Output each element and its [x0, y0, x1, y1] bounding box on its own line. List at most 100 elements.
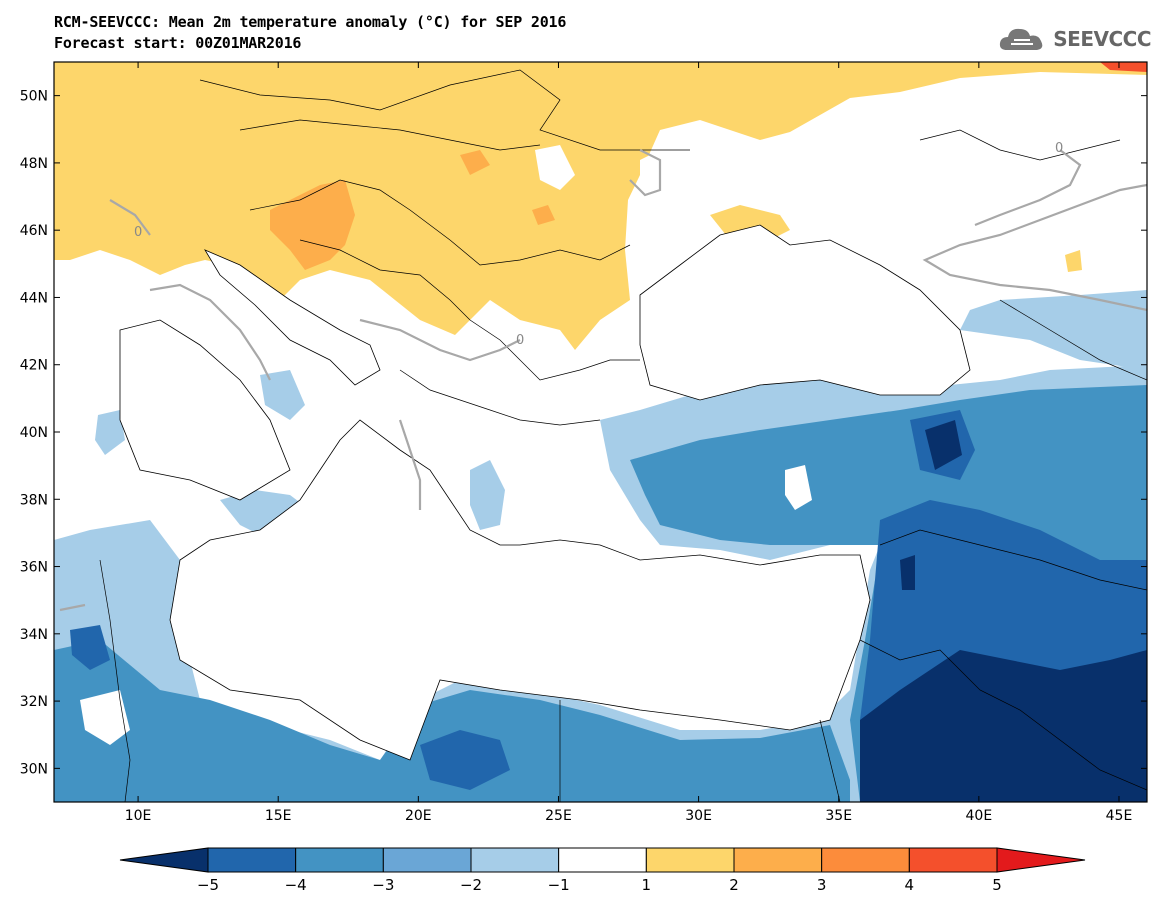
cool-patch-greece	[470, 460, 505, 530]
contour-label-0: 0	[516, 333, 524, 348]
colorbar-arrow-left	[119, 847, 209, 873]
border-line	[819, 719, 841, 802]
warm-anomaly-max	[1100, 62, 1147, 72]
colorbar-label: 4	[905, 876, 915, 894]
colorbar-label: −5	[197, 876, 219, 894]
colorbar-label: −1	[548, 876, 570, 894]
border-line	[249, 179, 631, 266]
lon-tick-label: 20E	[405, 808, 432, 824]
cool-anomaly-max	[860, 650, 1147, 802]
lat-tick-label: 40N	[20, 425, 48, 441]
cloud-icon	[1000, 28, 1043, 50]
cool-anomaly-max-3	[900, 555, 915, 590]
cool-patch-sardinia	[95, 410, 125, 455]
border-line	[199, 69, 690, 151]
colorbar-swatch	[558, 847, 647, 873]
colorbar-swatch	[382, 847, 472, 873]
colorbar-swatch	[733, 847, 823, 873]
border-line	[239, 119, 541, 151]
lon-tick-label: 10E	[125, 808, 152, 824]
logo-text: SEEVCCC	[1053, 27, 1151, 51]
zero-contour	[974, 149, 1082, 227]
cool-anomaly-strong-3	[420, 730, 510, 790]
cool-anomaly-mid-africa	[54, 640, 850, 802]
contour-label-0: 0	[1055, 141, 1063, 156]
colorbar-swatch	[470, 847, 560, 873]
zero-contour	[922, 183, 1147, 312]
colorbar-swatch	[821, 847, 910, 873]
country-borders	[99, 69, 1147, 802]
lat-tick-label: 32N	[20, 694, 48, 710]
tyrrhenian-sea	[119, 319, 291, 501]
border-line	[399, 369, 601, 426]
colorbar-label: 1	[642, 876, 652, 894]
colorbar-swatch	[645, 847, 735, 873]
lat-tick-label: 48N	[20, 156, 48, 172]
lat-tick-label: 38N	[20, 492, 48, 508]
cool-anomaly-strong-4	[70, 625, 110, 670]
lat-tick-label: 50N	[20, 89, 48, 105]
zero-contour	[398, 419, 422, 510]
colorbar-arrow-right	[996, 847, 1086, 873]
border-line	[859, 639, 1147, 791]
cool-anomaly-max-2	[925, 420, 962, 470]
cool-anomaly-east	[960, 290, 1147, 370]
zero-contour	[59, 603, 86, 612]
title-line-2: Forecast start: 00Z01MAR2016	[54, 34, 302, 52]
lon-tick-label: 35E	[825, 808, 852, 824]
colorbar-label: −2	[460, 876, 482, 894]
warm-anomaly-strong-patch	[270, 180, 355, 270]
seevccc-logo: SEEVCCC	[997, 24, 1151, 54]
border-line	[879, 529, 1147, 591]
lat-tick-label: 30N	[20, 761, 48, 777]
colorbar-swatch	[295, 847, 384, 873]
lon-tick-label: 25E	[545, 808, 572, 824]
border-line	[999, 299, 1147, 381]
lon-tick-label: 15E	[265, 808, 292, 824]
border-line	[299, 239, 471, 321]
warm-anomaly-caspian	[1065, 250, 1082, 272]
black-sea	[639, 224, 971, 401]
sea-areas	[119, 224, 971, 761]
border-line	[919, 129, 1121, 161]
colorbar-swatch	[908, 847, 998, 873]
zero-contour	[149, 283, 271, 381]
lat-tick-label: 44N	[20, 290, 48, 306]
adriatic-sea	[204, 249, 381, 386]
neutral-hole-africa	[80, 690, 130, 745]
latitude-axis: 50N 48N 46N 44N 42N 40N 38N 36N 34N 32N 30N	[20, 89, 1147, 777]
neutral-hole-2	[535, 145, 575, 190]
neutral-hole-anatolia	[785, 465, 812, 510]
zero-contour	[629, 149, 662, 197]
colorbar-label: 2	[729, 876, 739, 894]
colorbar: −5 −4 −3 −2 −1 1 2 3 4 5	[119, 847, 1086, 894]
title-line-1: RCM-SEEVCCC: Mean 2m temperature anomaly…	[54, 13, 567, 31]
mediterranean-sea	[169, 419, 871, 761]
colorbar-label: 3	[817, 876, 827, 894]
map-title: RCM-SEEVCCC: Mean 2m temperature anomaly…	[54, 12, 566, 54]
zero-contour	[109, 199, 151, 236]
lon-tick-label: 30E	[685, 808, 712, 824]
lat-tick-label: 34N	[20, 627, 48, 643]
cool-patch-italy	[260, 370, 305, 420]
colorbar-label: −3	[372, 876, 394, 894]
border-line	[469, 319, 640, 381]
border-line	[99, 559, 131, 802]
lon-tick-label: 45E	[1106, 808, 1133, 824]
lat-tick-label: 36N	[20, 560, 48, 576]
colorbar-label: 5	[992, 876, 1002, 894]
lat-tick-label: 42N	[20, 358, 48, 374]
contour-label-0: 0	[134, 225, 142, 240]
zero-contour	[359, 318, 521, 362]
warm-anomaly-strong-patch-3	[532, 205, 555, 225]
warm-anomaly-region	[54, 62, 1147, 350]
lon-tick-label: 40E	[966, 808, 993, 824]
colorbar-label: −4	[285, 876, 307, 894]
zero-contours	[59, 149, 1147, 612]
warm-anomaly-strong-patch-2	[460, 150, 490, 175]
colorbar-swatch	[207, 847, 297, 873]
longitude-axis: 10E 15E 20E 25E 30E 35E 40E 45E	[125, 62, 1133, 824]
anomaly-field	[54, 62, 1147, 802]
lat-tick-label: 46N	[20, 223, 48, 239]
